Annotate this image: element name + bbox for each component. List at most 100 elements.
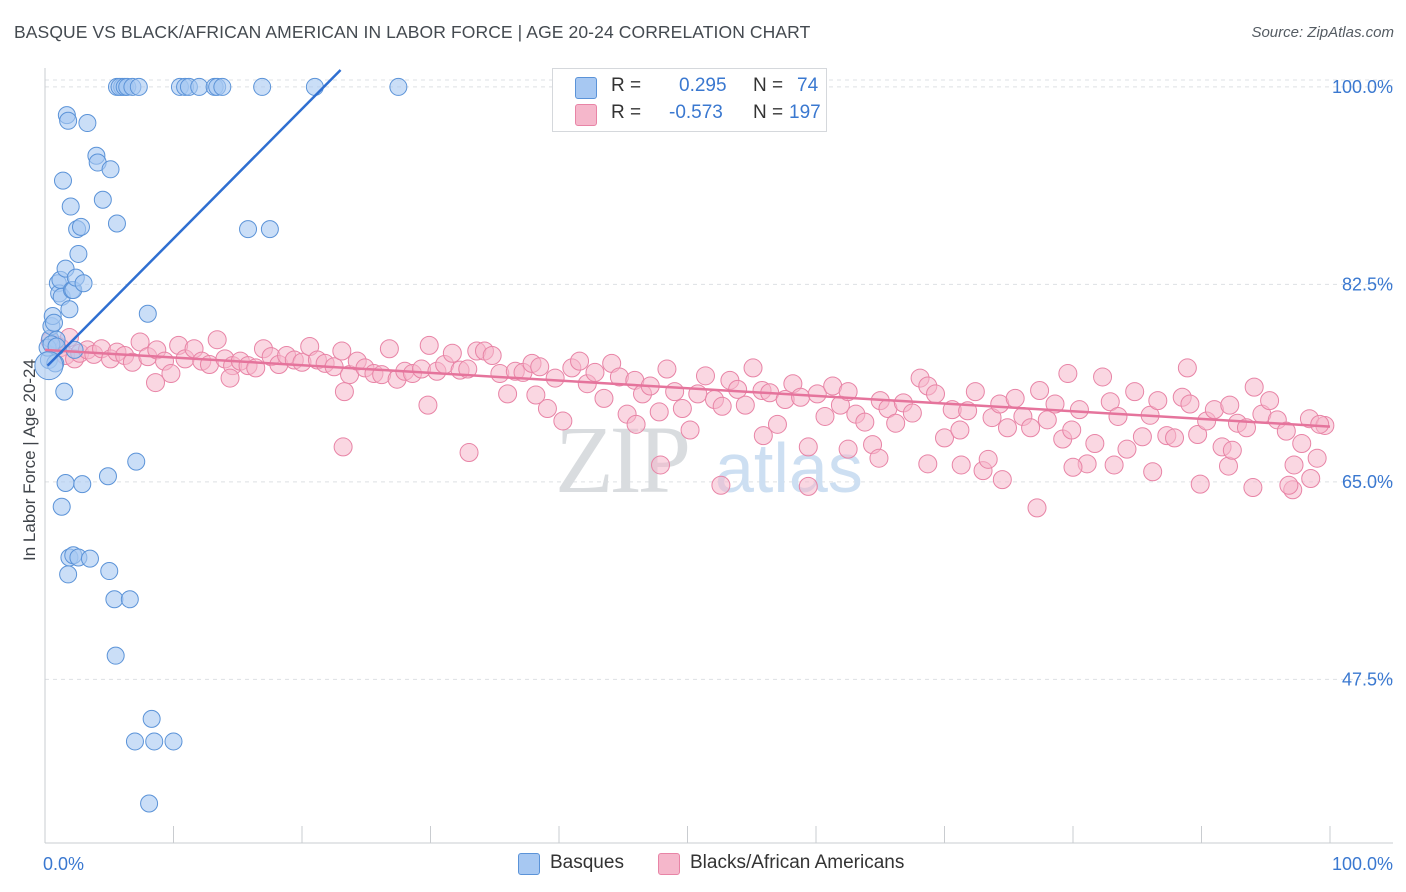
data-point-blacks — [1143, 462, 1163, 482]
data-point-blacks — [672, 399, 692, 419]
data-point-blacks — [161, 364, 181, 384]
trend-line-basques — [46, 69, 342, 367]
data-point-blacks — [458, 359, 478, 379]
data-point-basques — [389, 77, 408, 96]
data-point-blacks — [1104, 455, 1124, 475]
data-point-blacks — [1148, 391, 1168, 411]
data-point-basques — [80, 549, 99, 568]
data-point-blacks — [1190, 474, 1210, 494]
data-point-blacks — [743, 358, 763, 378]
data-point-basques — [61, 197, 80, 216]
data-point-blacks — [626, 414, 646, 434]
source-label: Source: ZipAtlas.com — [1251, 24, 1394, 41]
data-point-blacks — [791, 387, 811, 407]
n-label: N = — [753, 75, 784, 96]
data-point-basques — [60, 300, 79, 319]
blacks-legend-swatch — [658, 853, 680, 875]
data-point-blacks — [1027, 498, 1047, 518]
data-point-blacks — [530, 357, 550, 377]
data-point-basques — [145, 732, 164, 751]
data-point-basques — [164, 732, 183, 751]
series-blacks-points — [40, 327, 1335, 518]
data-point-blacks — [926, 384, 946, 404]
r-label: R = — [611, 102, 642, 123]
data-point-blacks — [1307, 448, 1327, 468]
data-point-basques — [213, 77, 232, 96]
data-point-blacks — [1063, 457, 1083, 477]
data-point-blacks — [1125, 382, 1145, 402]
n-value: 197 — [789, 102, 821, 123]
data-point-blacks — [1236, 418, 1256, 438]
data-point-basques — [305, 77, 324, 96]
data-point-basques — [253, 77, 272, 96]
watermark-atlas: atlas — [715, 429, 863, 507]
data-point-blacks — [498, 384, 518, 404]
data-point-blacks — [1220, 395, 1240, 415]
data-point-blacks — [935, 428, 954, 448]
data-point-basques — [105, 590, 124, 609]
data-point-basques — [127, 452, 146, 471]
legend-label-basques: Basques — [550, 852, 624, 873]
data-point-basques — [59, 565, 78, 584]
data-point-blacks — [379, 339, 399, 359]
data-point-basques — [107, 214, 126, 233]
y-tick-label: 65.0% — [1342, 472, 1393, 492]
data-point-blacks — [537, 399, 557, 419]
data-point-basques — [52, 497, 71, 516]
data-point-blacks — [1260, 391, 1280, 411]
data-point-blacks — [665, 382, 685, 402]
data-point-blacks — [1062, 420, 1082, 440]
data-point-blacks — [695, 366, 715, 386]
data-point-blacks — [1030, 380, 1050, 400]
data-point-basques — [140, 794, 159, 813]
r-label: R = — [611, 75, 642, 96]
data-point-basques — [98, 467, 117, 486]
data-point-blacks — [418, 395, 438, 415]
data-point-blacks — [594, 388, 614, 408]
data-point-blacks — [1045, 394, 1065, 414]
data-point-basques — [65, 340, 84, 359]
y-tick-label: 82.5% — [1342, 274, 1393, 294]
data-point-blacks — [207, 330, 227, 350]
data-point-basques — [142, 709, 161, 728]
data-point-blacks — [735, 395, 755, 415]
trend-line-blacks — [44, 348, 1331, 428]
data-point-blacks — [950, 420, 970, 440]
blacks-swatch — [575, 104, 597, 126]
data-point-blacks — [869, 448, 889, 468]
data-point-blacks — [1093, 367, 1113, 387]
data-point-basques — [59, 111, 78, 130]
data-point-blacks — [855, 412, 875, 432]
data-point-blacks — [1100, 392, 1120, 412]
data-point-blacks — [728, 379, 748, 399]
data-point-basques — [129, 77, 148, 96]
data-point-basques — [101, 160, 120, 179]
data-point-basques — [69, 244, 88, 263]
grid-lines — [45, 79, 1393, 680]
data-point-blacks — [838, 439, 858, 459]
tick-labels: 47.5% 65.0% 82.5% 100.0% 0.0% 100.0% — [43, 77, 1393, 874]
data-point-blacks — [545, 368, 565, 388]
data-point-blacks — [146, 373, 166, 393]
data-point-blacks — [649, 402, 669, 422]
data-point-blacks — [1301, 469, 1321, 489]
watermark: ZIP atlas — [555, 406, 863, 513]
data-point-blacks — [553, 411, 573, 431]
data-point-blacks — [651, 455, 671, 475]
data-point-basques — [260, 220, 279, 239]
data-point-blacks — [334, 382, 354, 402]
data-point-blacks — [767, 414, 787, 434]
watermark-zip: ZIP — [555, 406, 688, 513]
x-tick-label: 100.0% — [1332, 854, 1393, 874]
data-point-basques — [100, 562, 119, 581]
chart-title: BASQUE VS BLACK/AFRICAN AMERICAN IN LABO… — [14, 22, 811, 42]
data-point-blacks — [332, 341, 352, 361]
data-point-blacks — [1222, 440, 1242, 460]
data-point-blacks — [807, 384, 827, 404]
data-point-blacks — [1132, 427, 1152, 447]
stats-legend: R = 0.295 N = 74 R = -0.573 N = 197 — [552, 68, 827, 132]
data-point-blacks — [918, 454, 938, 474]
r-value: 0.295 — [679, 75, 727, 96]
data-point-blacks — [1117, 439, 1137, 459]
